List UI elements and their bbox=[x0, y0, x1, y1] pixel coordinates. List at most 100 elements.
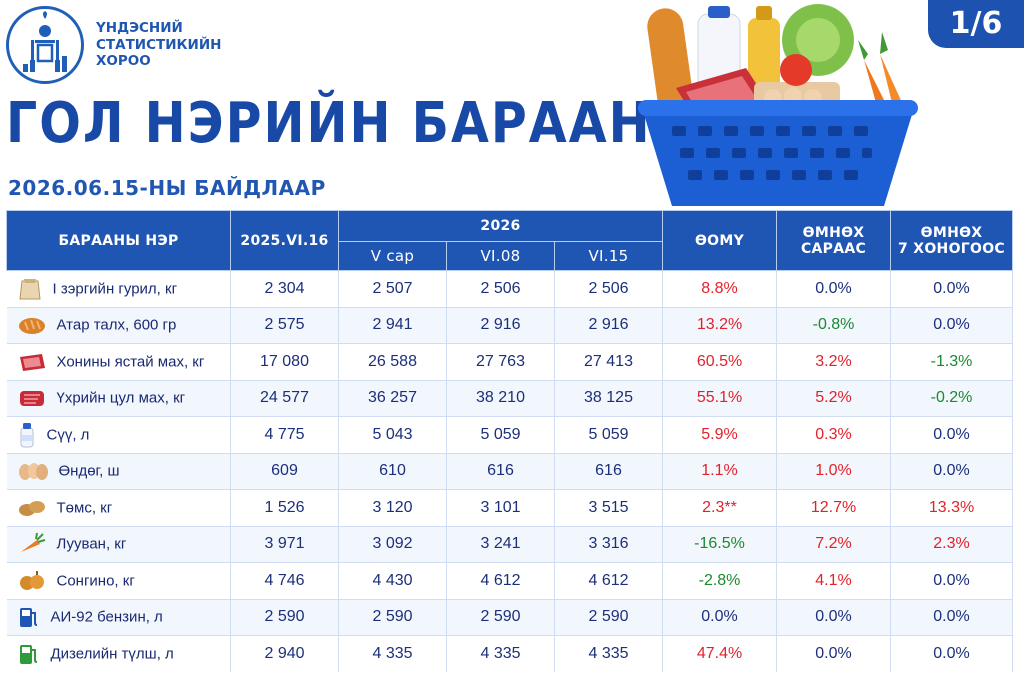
prev-month-change: -0.8% bbox=[776, 306, 892, 344]
table-row: Сонгино, кг 4 746 4 430 4 612 4 612 -2.8% 4.1%… bbox=[6, 562, 1014, 599]
prev-week-change: 13.3% bbox=[890, 489, 1014, 526]
product-name-cell: Лууван, кг bbox=[6, 525, 231, 563]
prev-week-change: 0.0% bbox=[890, 416, 1014, 453]
statistics-office-logo bbox=[6, 6, 84, 84]
price-2026-jun08: 2 590 bbox=[446, 598, 555, 636]
product-name-cell: Дизелийн түлш, л bbox=[6, 635, 231, 672]
prev-month-change: 0.0% bbox=[776, 635, 892, 672]
soyombo-emblem-icon bbox=[23, 11, 67, 72]
price-2026-jun15: 3 316 bbox=[554, 525, 664, 563]
product-name: Дизелийн түлш, л bbox=[50, 645, 174, 663]
product-name-cell: Сонгино, кг bbox=[6, 562, 231, 599]
price-table: БАРААНЫ НЭР 2025.VI.16 2026 ӨОМҮ ӨМНӨХ С… bbox=[6, 210, 1014, 672]
prev-month-change: 4.1% bbox=[776, 562, 892, 599]
prev-month-change: 1.0% bbox=[776, 452, 892, 490]
potatoes-icon bbox=[17, 499, 57, 516]
price-2025-jun16: 3 971 bbox=[230, 525, 339, 563]
price-2026-may: 4 335 bbox=[338, 635, 447, 672]
prev-month-change: 0.3% bbox=[776, 416, 892, 453]
price-2026-may: 2 941 bbox=[338, 306, 447, 344]
price-2026-jun15: 4 335 bbox=[554, 635, 664, 672]
price-2026-jun08: 4 612 bbox=[446, 562, 555, 599]
table-row: Хонины ястай мах, кг 17 080 26 588 27 763 27… bbox=[6, 343, 1014, 380]
prev-month-change: 0.0% bbox=[776, 598, 892, 636]
product-name: Үхрийн цул мах, кг bbox=[56, 389, 186, 407]
header-jun08: VI.08 bbox=[446, 241, 555, 271]
table-row: Лууван, кг 3 971 3 092 3 241 3 316 -16.5% 7.2%… bbox=[6, 525, 1014, 563]
prev-week-change: 0.0% bbox=[890, 306, 1014, 344]
yoy-change: 5.9% bbox=[662, 416, 778, 453]
header-prev-month-line-2: САРААС bbox=[800, 240, 867, 257]
price-2025-jun16: 2 590 bbox=[230, 598, 339, 636]
product-name: Хонины ястай мах, кг bbox=[56, 353, 205, 371]
header-prev-month-line-1: ӨМНӨХ bbox=[802, 224, 865, 241]
yoy-change: 55.1% bbox=[662, 379, 778, 417]
price-2026-jun15: 5 059 bbox=[554, 416, 664, 453]
product-name: Өндөг, ш bbox=[58, 462, 120, 480]
price-2026-may: 610 bbox=[338, 452, 447, 490]
prev-month-change: 3.2% bbox=[776, 343, 892, 380]
product-name-cell: Атар талх, 600 гр bbox=[6, 306, 231, 344]
milk-bottle-icon bbox=[17, 422, 47, 448]
yoy-change: 0.0% bbox=[662, 598, 778, 636]
price-2026-jun15: 27 413 bbox=[554, 343, 664, 380]
prev-week-change: 0.0% bbox=[890, 635, 1014, 672]
price-2025-jun16: 609 bbox=[230, 452, 339, 490]
header-prev-week-line-1: ӨМНӨХ bbox=[920, 224, 983, 241]
price-2026-may: 4 430 bbox=[338, 562, 447, 599]
table-header: БАРААНЫ НЭР 2025.VI.16 2026 ӨОМҮ ӨМНӨХ С… bbox=[6, 210, 1014, 271]
product-name-cell: АИ-92 бензин, л bbox=[6, 598, 231, 636]
product-name-cell: I зэргийн гурил, кг bbox=[6, 270, 231, 307]
header-jun15: VI.15 bbox=[553, 241, 664, 271]
eggs-icon bbox=[17, 462, 59, 481]
yoy-change: -2.8% bbox=[662, 562, 778, 599]
product-name: АИ-92 бензин, л bbox=[50, 608, 163, 626]
yoy-change: 47.4% bbox=[662, 635, 778, 672]
organization-name: ҮНДЭСНИЙ СТАТИСТИКИЙН ХОРОО bbox=[96, 20, 286, 70]
product-name: Лууван, кг bbox=[56, 535, 127, 553]
price-2026-jun08: 38 210 bbox=[446, 379, 555, 417]
product-name-cell: Үхрийн цул мах, кг bbox=[6, 379, 231, 417]
date-subtitle: 2026.06.15-НЫ БАЙДЛААР bbox=[8, 176, 326, 200]
prev-week-change: 0.0% bbox=[890, 598, 1014, 636]
product-name-cell: Хонины ястай мах, кг bbox=[6, 343, 231, 380]
table-body: I зэргийн гурил, кг 2 304 2 507 2 506 2 506 8… bbox=[6, 270, 1014, 672]
header-prev-month: ӨМНӨХ САРААС bbox=[776, 210, 892, 271]
price-2025-jun16: 24 577 bbox=[230, 379, 339, 417]
price-2026-jun15: 2 590 bbox=[554, 598, 664, 636]
page-indicator-badge: 1/6 bbox=[928, 0, 1024, 48]
product-name-cell: Сүү, л bbox=[6, 416, 231, 453]
product-name: Сүү, л bbox=[46, 426, 90, 444]
price-2026-may: 3 120 bbox=[338, 489, 447, 526]
price-2026-jun08: 2 916 bbox=[446, 306, 555, 344]
prev-week-change: 0.0% bbox=[890, 562, 1014, 599]
yoy-change: 1.1% bbox=[662, 452, 778, 490]
header-product-name: БАРААНЫ НЭР bbox=[6, 210, 231, 271]
table-row: Атар талх, 600 гр 2 575 2 941 2 916 2 916 13.… bbox=[6, 306, 1014, 344]
prev-month-change: 7.2% bbox=[776, 525, 892, 563]
grocery-basket-icon bbox=[638, 4, 918, 206]
price-2026-may: 2 590 bbox=[338, 598, 447, 636]
price-2026-jun15: 2 506 bbox=[554, 270, 664, 307]
carrot-icon bbox=[17, 533, 57, 553]
prev-month-change: 5.2% bbox=[776, 379, 892, 417]
table-row: I зэргийн гурил, кг 2 304 2 507 2 506 2 506 8… bbox=[6, 270, 1014, 307]
price-2026-jun08: 27 763 bbox=[446, 343, 555, 380]
org-line-1: ҮНДЭСНИЙ bbox=[96, 20, 183, 36]
price-2026-may: 2 507 bbox=[338, 270, 447, 307]
price-2025-jun16: 17 080 bbox=[230, 343, 339, 380]
onion-icon bbox=[17, 570, 57, 590]
price-2026-may: 36 257 bbox=[338, 379, 447, 417]
prev-month-change: 12.7% bbox=[776, 489, 892, 526]
beef-icon bbox=[17, 389, 57, 407]
product-name: Төмс, кг bbox=[56, 499, 113, 517]
fuel-pump-blue-icon bbox=[17, 608, 51, 628]
header-prev-week-line-2: 7 ХОНОГООС bbox=[898, 240, 1005, 257]
prev-week-change: -0.2% bbox=[890, 379, 1014, 417]
table-row: Төмс, кг 1 526 3 120 3 101 3 515 2.3** 12.7% 13… bbox=[6, 489, 1014, 526]
price-2026-jun15: 616 bbox=[554, 452, 664, 490]
org-line-3: ХОРОО bbox=[96, 53, 151, 69]
price-2025-jun16: 2 304 bbox=[230, 270, 339, 307]
